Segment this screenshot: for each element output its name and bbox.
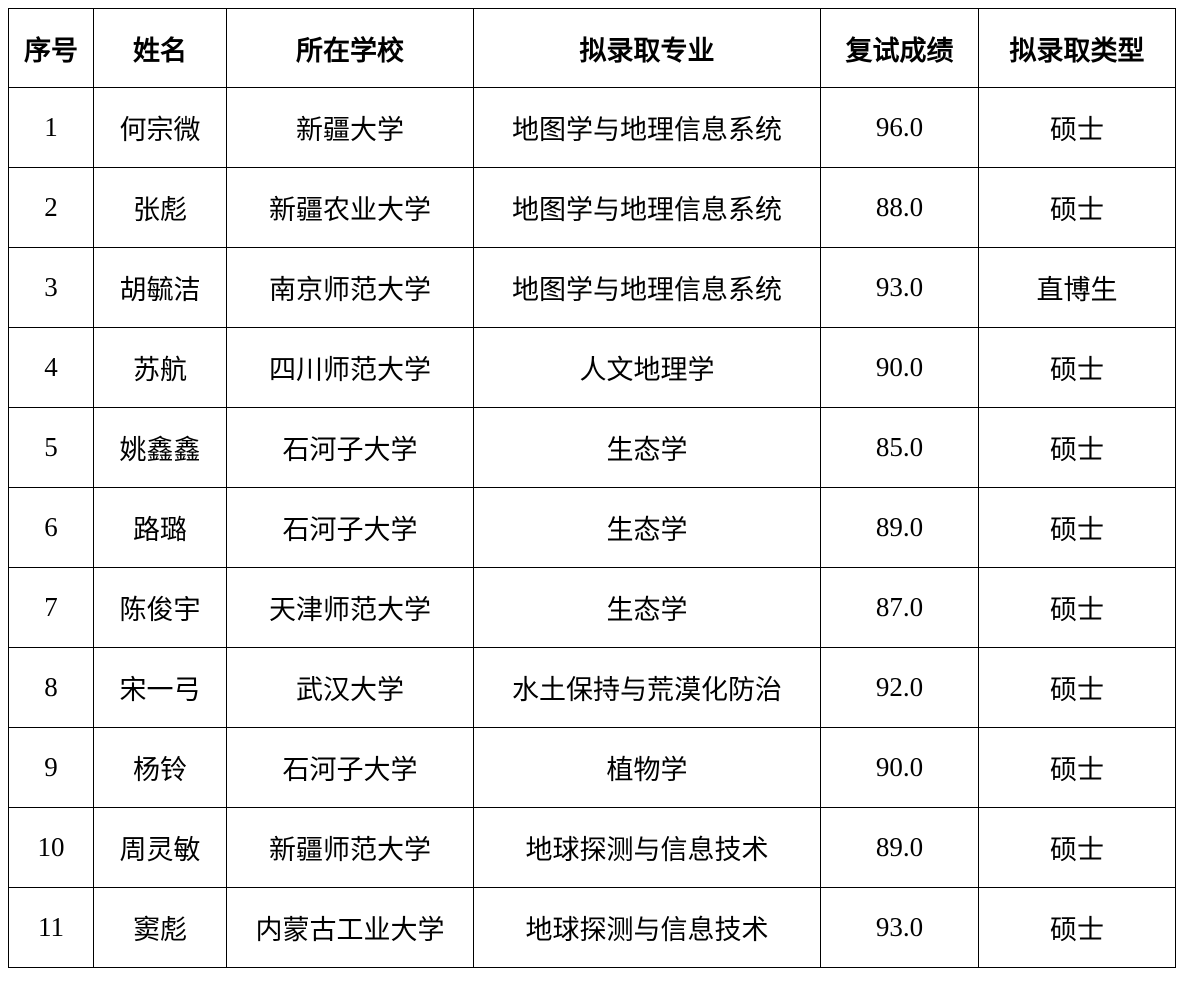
cell-score: 96.0 [820,87,979,168]
admission-table: 序号 姓名 所在学校 拟录取专业 复试成绩 拟录取类型 1 何宗微 新疆大学 地图学与地理信息系… [8,8,1176,968]
cell-type: 硕士 [978,887,1176,968]
cell-index: 3 [8,247,94,328]
cell-name: 路璐 [93,487,227,568]
header-score: 复试成绩 [820,8,979,88]
cell-school: 内蒙古工业大学 [226,887,474,968]
header-school: 所在学校 [226,8,474,88]
cell-name: 苏航 [93,327,227,408]
table-row: 8 宋一弓 武汉大学 水土保持与荒漠化防治 92.0 硕士 [8,647,1176,728]
table-row: 9 杨铃 石河子大学 植物学 90.0 硕士 [8,727,1176,808]
cell-school: 石河子大学 [226,727,474,808]
cell-index: 8 [8,647,94,728]
table-row: 1 何宗微 新疆大学 地图学与地理信息系统 96.0 硕士 [8,87,1176,168]
cell-major: 生态学 [473,407,821,488]
cell-school: 新疆师范大学 [226,807,474,888]
table-row: 11 窦彪 内蒙古工业大学 地球探测与信息技术 93.0 硕士 [8,887,1176,968]
cell-index: 2 [8,167,94,248]
cell-name: 窦彪 [93,887,227,968]
cell-index: 11 [8,887,94,968]
cell-score: 89.0 [820,807,979,888]
cell-index: 10 [8,807,94,888]
cell-type: 硕士 [978,407,1176,488]
cell-school: 南京师范大学 [226,247,474,328]
cell-school: 四川师范大学 [226,327,474,408]
header-index: 序号 [8,8,94,88]
cell-type: 硕士 [978,327,1176,408]
cell-major: 地图学与地理信息系统 [473,167,821,248]
cell-score: 90.0 [820,327,979,408]
cell-type: 硕士 [978,487,1176,568]
table-row: 6 路璐 石河子大学 生态学 89.0 硕士 [8,487,1176,568]
cell-type: 硕士 [978,87,1176,168]
header-major: 拟录取专业 [473,8,821,88]
cell-major: 水土保持与荒漠化防治 [473,647,821,728]
cell-score: 88.0 [820,167,979,248]
cell-name: 陈俊宇 [93,567,227,648]
cell-school: 武汉大学 [226,647,474,728]
cell-name: 宋一弓 [93,647,227,728]
cell-major: 人文地理学 [473,327,821,408]
cell-major: 地球探测与信息技术 [473,887,821,968]
cell-index: 4 [8,327,94,408]
cell-type: 硕士 [978,167,1176,248]
cell-score: 90.0 [820,727,979,808]
cell-score: 93.0 [820,887,979,968]
cell-name: 周灵敏 [93,807,227,888]
cell-score: 93.0 [820,247,979,328]
header-row: 序号 姓名 所在学校 拟录取专业 复试成绩 拟录取类型 [8,8,1176,88]
table-row: 2 张彪 新疆农业大学 地图学与地理信息系统 88.0 硕士 [8,167,1176,248]
cell-name: 张彪 [93,167,227,248]
cell-type: 硕士 [978,727,1176,808]
table-row: 3 胡毓洁 南京师范大学 地图学与地理信息系统 93.0 直博生 [8,247,1176,328]
cell-name: 何宗微 [93,87,227,168]
cell-school: 新疆农业大学 [226,167,474,248]
cell-type: 直博生 [978,247,1176,328]
cell-school: 石河子大学 [226,407,474,488]
cell-type: 硕士 [978,567,1176,648]
cell-major: 生态学 [473,487,821,568]
cell-index: 6 [8,487,94,568]
cell-major: 地图学与地理信息系统 [473,247,821,328]
table-row: 7 陈俊宇 天津师范大学 生态学 87.0 硕士 [8,567,1176,648]
cell-school: 新疆大学 [226,87,474,168]
cell-index: 5 [8,407,94,488]
cell-score: 92.0 [820,647,979,728]
cell-school: 天津师范大学 [226,567,474,648]
cell-major: 地球探测与信息技术 [473,807,821,888]
cell-type: 硕士 [978,807,1176,888]
cell-score: 87.0 [820,567,979,648]
table-row: 10 周灵敏 新疆师范大学 地球探测与信息技术 89.0 硕士 [8,807,1176,888]
table-row: 4 苏航 四川师范大学 人文地理学 90.0 硕士 [8,327,1176,408]
table-row: 5 姚鑫鑫 石河子大学 生态学 85.0 硕士 [8,407,1176,488]
cell-index: 7 [8,567,94,648]
cell-major: 生态学 [473,567,821,648]
cell-name: 姚鑫鑫 [93,407,227,488]
cell-score: 85.0 [820,407,979,488]
cell-type: 硕士 [978,647,1176,728]
cell-score: 89.0 [820,487,979,568]
cell-major: 植物学 [473,727,821,808]
cell-index: 9 [8,727,94,808]
cell-index: 1 [8,87,94,168]
cell-major: 地图学与地理信息系统 [473,87,821,168]
header-type: 拟录取类型 [978,8,1176,88]
cell-name: 胡毓洁 [93,247,227,328]
cell-name: 杨铃 [93,727,227,808]
cell-school: 石河子大学 [226,487,474,568]
header-name: 姓名 [93,8,227,88]
